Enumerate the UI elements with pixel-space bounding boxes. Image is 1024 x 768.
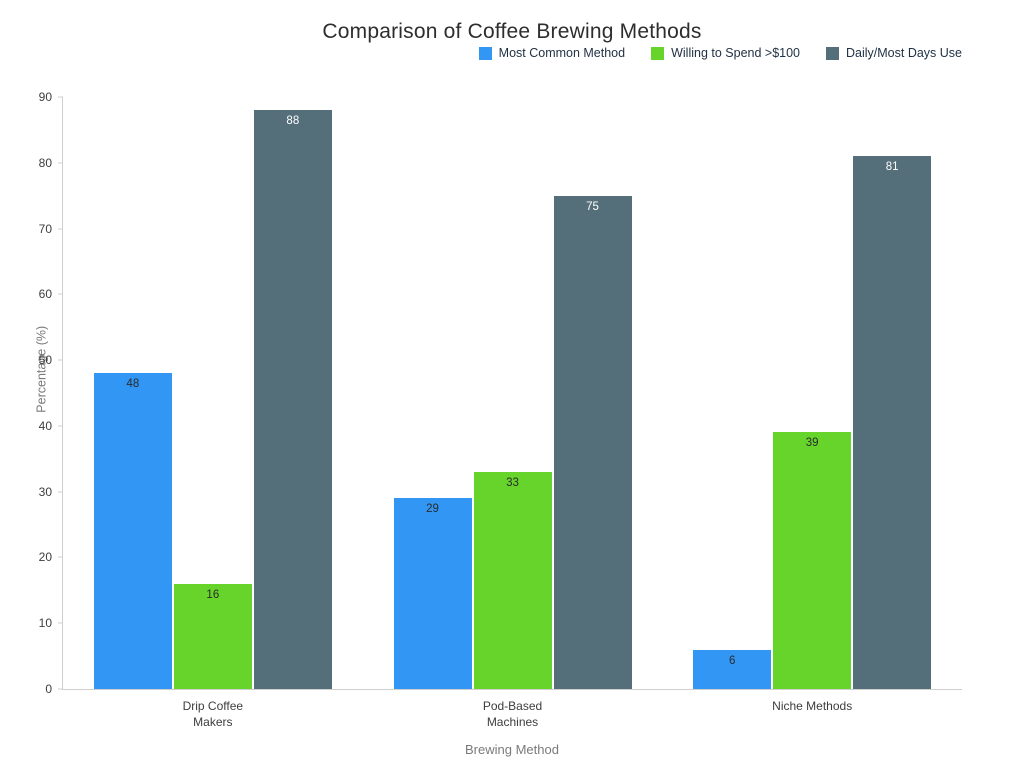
bar: 6 — [693, 649, 772, 689]
bar-value-label: 75 — [586, 200, 599, 213]
y-tick-label: 20 — [38, 550, 52, 565]
bar: 33 — [473, 471, 552, 689]
bar-value-label: 29 — [426, 503, 439, 516]
bar-value-label: 6 — [728, 654, 736, 667]
bar-value-label: 81 — [885, 161, 899, 174]
category-label: Niche Methods — [772, 699, 853, 713]
bar-value-label: 16 — [206, 588, 220, 601]
bar: 39 — [773, 432, 852, 689]
bar-value-label: 39 — [805, 437, 819, 450]
category-label: Drip Coffee Makers — [182, 699, 244, 730]
y-tick-label: 80 — [38, 155, 52, 170]
x-axis-title: Brewing Method — [465, 742, 559, 757]
legend-swatch — [478, 46, 492, 60]
y-tick-label: 10 — [38, 616, 52, 631]
bar: 29 — [393, 498, 472, 689]
bar: 81 — [853, 156, 932, 689]
chart-title: Comparison of Coffee Brewing Methods — [322, 20, 702, 43]
bar-value-label: 88 — [286, 115, 300, 128]
y-tick-label: 60 — [38, 287, 52, 302]
plot-area: 0 10 20 30 40 50 60 70 80 90 48 16 88 Drip Coffee Ma… — [39, 90, 962, 729]
category-group: 6 39 81 Niche Methods — [662, 97, 962, 713]
bar-value-label: 33 — [506, 476, 519, 489]
legend-swatch — [826, 46, 839, 60]
y-tick-label: 70 — [38, 221, 52, 236]
y-axis-title: Percentage (%) — [34, 325, 49, 413]
y-tick-label: 30 — [38, 484, 52, 499]
y-tick-label: 40 — [38, 418, 52, 433]
legend-swatch — [651, 46, 665, 60]
legend-item: Willing to Spend >$100 — [651, 46, 800, 60]
legend-label: Daily/Most Days Use — [846, 46, 962, 60]
bar: 88 — [253, 110, 332, 689]
bar-groups: 48 16 88 Drip Coffee Makers 29 33 75 Pod-Based … — [63, 97, 962, 729]
legend: Most Common Method Willing to Spend >$100… — [478, 46, 962, 60]
legend-label: Most Common Method — [498, 46, 626, 60]
category-group: 29 33 75 Pod-Based Machines — [363, 97, 663, 729]
y-tick-label: 90 — [38, 90, 52, 104]
legend-item: Most Common Method — [478, 46, 626, 60]
category-group: 48 16 88 Drip Coffee Makers — [63, 97, 363, 729]
bar: 48 — [93, 373, 172, 689]
bar: 75 — [553, 195, 632, 689]
category-label: Pod-Based Machines — [482, 699, 543, 730]
legend-item: Daily/Most Days Use — [826, 46, 962, 60]
y-tick-label: 0 — [45, 682, 52, 696]
legend-label: Willing to Spend >$100 — [671, 46, 800, 60]
bar: 16 — [173, 583, 252, 689]
bar-value-label: 48 — [126, 378, 140, 391]
